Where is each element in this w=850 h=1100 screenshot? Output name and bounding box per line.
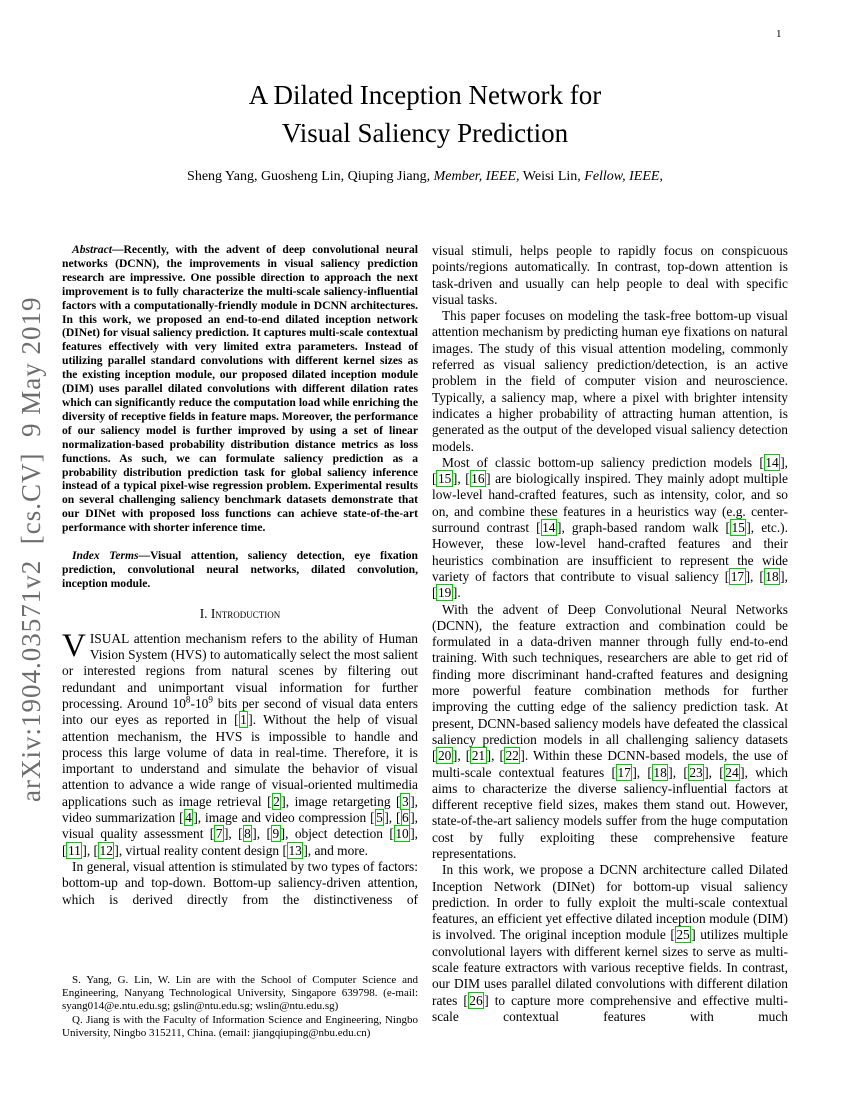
citation-link[interactable]: 5: [374, 809, 385, 827]
intro-paragraph-2-text: In general, visual attention is stimulat…: [62, 858, 418, 907]
superscript: 9: [208, 694, 213, 705]
paper-header: A Dilated Inception Network for Visual S…: [62, 76, 788, 185]
abstract-label: Abstract—: [72, 243, 124, 256]
citation-link[interactable]: 3: [400, 792, 411, 810]
author-names: Weisi Lin,: [519, 169, 585, 184]
index-terms-text: Visual attention, saliency detection, ey…: [62, 549, 418, 590]
page-number: 1: [776, 28, 782, 40]
citation-link[interactable]: 12: [98, 841, 115, 859]
body-paragraph: This paper focuses on modeling the task-…: [432, 308, 788, 455]
left-column: Abstract—Recently, with the advent of de…: [62, 243, 418, 908]
index-terms: Index Terms—Visual attention, saliency d…: [62, 549, 418, 591]
abstract: Abstract—Recently, with the advent of de…: [62, 243, 418, 535]
abstract-text: Recently, with the advent of deep convol…: [62, 243, 418, 535]
citation-link[interactable]: 26: [467, 991, 485, 1009]
citation-link[interactable]: 9: [270, 825, 281, 843]
paper-title: A Dilated Inception Network for Visual S…: [62, 76, 788, 152]
citation-link[interactable]: 16: [469, 470, 487, 488]
citation-link[interactable]: 14: [540, 519, 557, 537]
citation-link[interactable]: 25: [674, 926, 692, 944]
paragraph-text: This paper focuses on modeling the task-…: [432, 308, 788, 454]
author-line: Sheng Yang, Guosheng Lin, Qiuping Jiang,…: [62, 169, 788, 185]
citation-link[interactable]: 13: [286, 841, 304, 859]
citation-link[interactable]: 15: [436, 470, 453, 488]
citation-link[interactable]: 11: [66, 841, 83, 859]
citation-link[interactable]: 7: [214, 825, 224, 843]
citation-link[interactable]: 17: [729, 567, 746, 585]
citation-link[interactable]: 8: [242, 825, 253, 843]
citation-link[interactable]: 19: [436, 584, 453, 602]
citation-link[interactable]: 1: [238, 711, 249, 729]
arxiv-stamp: arXiv:1904.03571v2 [cs.CV] 9 May 2019: [16, 296, 46, 802]
title-line-1: A Dilated Inception Network for: [248, 80, 602, 110]
intro-paragraph-1: V ISUAL attention mechanism refers to the…: [62, 627, 419, 859]
drop-cap: V: [62, 627, 86, 664]
footnote-affiliation-1: S. Yang, G. Lin, W. Lin are with the Sch…: [62, 974, 418, 1013]
intro-paragraph-2: In general, visual attention is stimulat…: [62, 859, 418, 908]
paragraph-text: With the advent of Deep Convolutional Ne…: [432, 601, 788, 861]
author-names: Sheng Yang, Guosheng Lin, Qiuping Jiang,: [187, 169, 434, 184]
citation-link[interactable]: 18: [651, 763, 669, 781]
body-paragraph: visual stimuli, helps people to rapidly …: [432, 243, 788, 308]
citation-link[interactable]: 24: [723, 763, 741, 781]
citation-link[interactable]: 22: [503, 747, 521, 765]
citation-link[interactable]: 2: [271, 792, 282, 810]
citation-link[interactable]: 23: [687, 763, 705, 781]
right-column: visual stimuli, helps people to rapidly …: [432, 243, 788, 1025]
paragraph-text: Most of classic bottom-up saliency predi…: [432, 453, 788, 602]
citation-link[interactable]: 15: [729, 519, 747, 537]
superscript: 8: [185, 694, 191, 705]
citation-link[interactable]: 14: [763, 453, 781, 471]
body-paragraph: With the advent of Deep Convolutional Ne…: [432, 602, 788, 863]
author-membership: Fellow, IEEE,: [584, 169, 663, 184]
citation-link[interactable]: 6: [400, 809, 411, 827]
paragraph-text: visual stimuli, helps people to rapidly …: [432, 243, 788, 307]
section-heading-introduction: I. Introduction: [199, 605, 281, 621]
intro-paragraph-1-text: ISUAL attention mechanism refers to the …: [62, 630, 419, 859]
body-paragraph: In this work, we propose a DCNN architec…: [432, 862, 788, 1025]
author-membership: Member, IEEE,: [433, 169, 520, 184]
citation-link[interactable]: 21: [470, 747, 487, 765]
citation-link[interactable]: 18: [763, 567, 781, 585]
index-terms-label: Index Terms—: [72, 549, 151, 563]
citation-link[interactable]: 10: [393, 825, 411, 843]
citation-link[interactable]: 4: [183, 809, 194, 827]
author-footnote: S. Yang, G. Lin, W. Lin are with the Sch…: [62, 974, 418, 1040]
footnote-affiliation-2: Q. Jiang is with the Faculty of Informat…: [62, 1013, 418, 1039]
body-paragraph: Most of classic bottom-up saliency predi…: [432, 453, 788, 602]
citation-link[interactable]: 17: [615, 763, 633, 781]
citation-link[interactable]: 20: [436, 747, 453, 765]
title-line-2: Visual Saliency Prediction: [281, 118, 569, 148]
paragraph-text: In this work, we propose a DCNN architec…: [432, 862, 789, 1024]
